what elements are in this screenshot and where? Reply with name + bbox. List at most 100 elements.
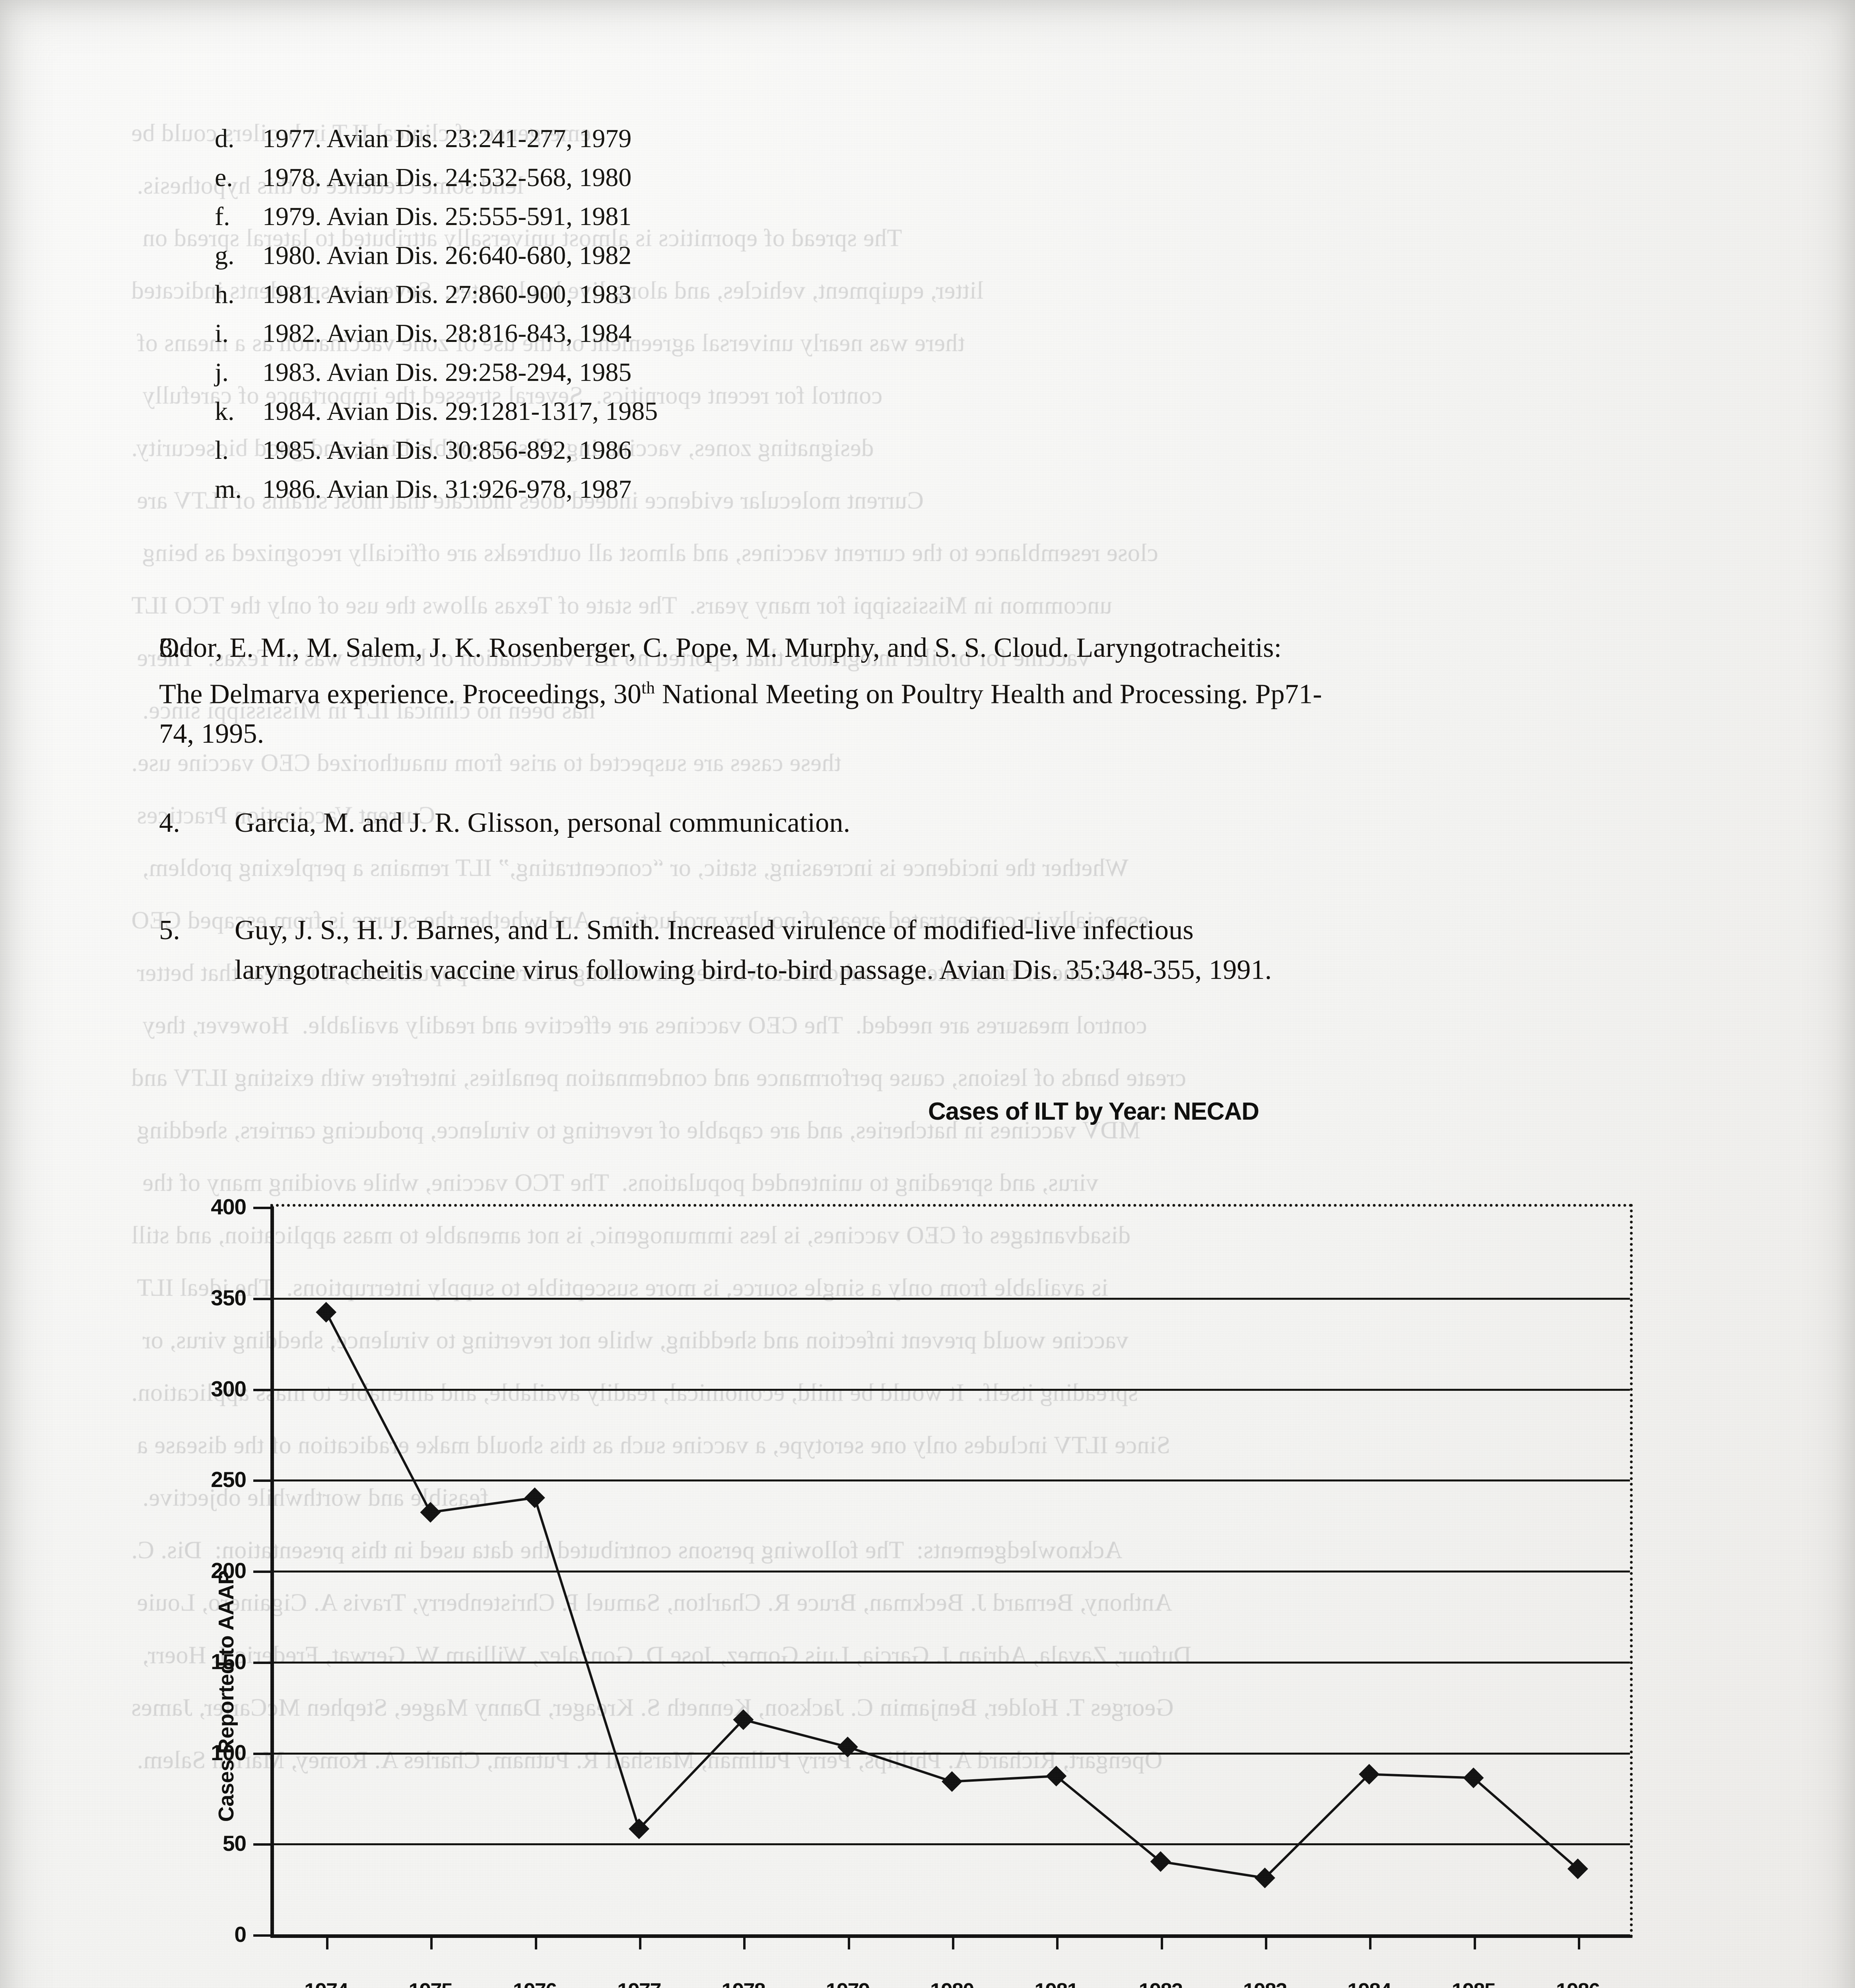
- list-text: 1986. Avian Dis. 31:926-978, 1987: [262, 475, 632, 504]
- list-marker: l.: [215, 436, 229, 465]
- x-axis-label: 1975: [409, 1979, 453, 1988]
- x-axis-label: 1978: [722, 1979, 766, 1988]
- x-axis-label: 1980: [930, 1979, 974, 1988]
- figure-1-chart: Cases of ILT by Year: NECAD Cases Report…: [171, 1097, 1642, 1988]
- data-point-marker: [316, 1302, 337, 1323]
- reference-line-2-pre: The Delmarva experience. Proceedings, 30: [159, 679, 642, 710]
- gridline: [274, 1479, 1630, 1482]
- x-axis-tick: [430, 1934, 433, 1949]
- y-axis-label: 50: [222, 1831, 247, 1856]
- x-axis-tick: [1265, 1934, 1267, 1949]
- x-axis-label: 1986: [1556, 1979, 1600, 1988]
- list-marker: h.: [215, 280, 235, 309]
- data-point-marker: [1567, 1858, 1588, 1879]
- x-axis-tick: [1473, 1934, 1476, 1949]
- list-text: 1984. Avian Dis. 29:1281-1317, 1985: [262, 397, 658, 426]
- reference-entry-3: 3. Odor, E. M., M. Salem, J. K. Rosenber…: [159, 628, 1734, 754]
- y-axis-tick: [253, 1207, 274, 1209]
- x-axis-tick: [1160, 1934, 1163, 1949]
- x-axis-label: 1981: [1034, 1979, 1078, 1988]
- y-axis-tick: [253, 1388, 274, 1391]
- list-marker: g.: [215, 241, 235, 270]
- y-axis-tick: [253, 1661, 274, 1664]
- list-item: m. 1986. Avian Dis. 31:926-978, 1987: [215, 470, 1010, 509]
- list-item: d. 1977. Avian Dis. 23:241-277, 1979: [215, 119, 1010, 158]
- reference-line-1: Odor, E. M., M. Salem, J. K. Rosenberger…: [159, 633, 1282, 663]
- x-axis-label: 1984: [1347, 1979, 1391, 1988]
- x-axis-label: 1985: [1452, 1979, 1496, 1988]
- y-axis-label: 250: [211, 1467, 247, 1492]
- y-axis-tick: [253, 1297, 274, 1300]
- x-axis-label: 1977: [617, 1979, 661, 1988]
- data-point-marker: [524, 1487, 545, 1508]
- data-point-marker: [837, 1736, 858, 1757]
- y-axis-label: 200: [211, 1558, 247, 1583]
- list-marker: e.: [215, 163, 233, 192]
- data-point-marker: [1463, 1767, 1484, 1788]
- list-text: 1978. Avian Dis. 24:532-568, 1980: [262, 163, 632, 192]
- list-text: 1983. Avian Dis. 29:258-294, 1985: [262, 358, 632, 387]
- gridline: [274, 1297, 1630, 1300]
- gridline: [274, 1661, 1630, 1664]
- data-point-marker: [942, 1771, 962, 1792]
- data-point-marker: [1359, 1764, 1380, 1785]
- list-marker: d.: [215, 124, 235, 153]
- list-text: 1982. Avian Dis. 28:816-843, 1984: [262, 319, 632, 348]
- reference-line-1: Guy, J. S., H. J. Barnes, and L. Smith. …: [235, 915, 1194, 945]
- list-item: e. 1978. Avian Dis. 24:532-568, 1980: [215, 158, 1010, 197]
- reference-number: 4.: [159, 808, 180, 838]
- y-axis-title: Cases Reported to AAAP: [214, 1571, 238, 1822]
- list-text: 1985. Avian Dis. 30:856-892, 1986: [262, 436, 632, 465]
- list-marker: k.: [215, 397, 235, 426]
- y-axis-label: 300: [211, 1376, 247, 1401]
- data-point-marker: [1254, 1868, 1275, 1889]
- y-axis-tick: [253, 1934, 274, 1937]
- reference-number: 5.: [159, 915, 180, 945]
- list-text: 1979. Avian Dis. 25:555-591, 1981: [262, 202, 632, 231]
- x-axis-label: 1979: [826, 1979, 870, 1988]
- reference-line-2-post: National Meeting on Poultry Health and P…: [655, 679, 1322, 710]
- data-series-line: [316, 1302, 1588, 1889]
- reference-sublist: d. 1977. Avian Dis. 23:241-277, 1979 e. …: [215, 119, 1010, 509]
- x-axis-tick: [639, 1934, 642, 1949]
- x-axis-label: 1974: [304, 1979, 348, 1988]
- gridline: [274, 1571, 1630, 1573]
- gridline: [274, 1752, 1630, 1755]
- y-axis-tick: [253, 1752, 274, 1755]
- list-item: g. 1980. Avian Dis. 26:640-680, 1982: [215, 236, 1010, 275]
- list-item: f. 1979. Avian Dis. 25:555-591, 1981: [215, 197, 1010, 236]
- y-axis-label: 400: [211, 1194, 247, 1219]
- data-point-marker: [1150, 1851, 1171, 1872]
- y-axis-label: 350: [211, 1285, 247, 1310]
- data-point-marker: [733, 1709, 754, 1730]
- reference-entry-4: 4. Garcia, M. and J. R. Glisson, persona…: [159, 803, 1734, 843]
- list-item: j. 1983. Avian Dis. 29:258-294, 1985: [215, 353, 1010, 392]
- gridline: [274, 1843, 1630, 1846]
- y-axis-label: 100: [211, 1740, 247, 1765]
- list-marker: i.: [215, 319, 229, 348]
- x-axis-tick: [847, 1934, 850, 1949]
- list-marker: j.: [215, 358, 229, 387]
- list-marker: f.: [215, 202, 230, 231]
- x-axis-tick: [1577, 1934, 1580, 1949]
- reference-line-2: laryngotracheitis vaccine virus followin…: [235, 955, 1272, 985]
- list-marker: m.: [215, 475, 242, 504]
- x-axis-label: 1976: [513, 1979, 557, 1988]
- plot-area: Cases Reported to AAAP 0 50 100 150 200 250 30…: [211, 1194, 1633, 1988]
- x-axis-tick: [326, 1934, 329, 1949]
- list-text: 1977. Avian Dis. 23:241-277, 1979: [262, 124, 632, 153]
- chart-title: Cases of ILT by Year: NECAD: [928, 1098, 1259, 1125]
- y-axis-label: 150: [211, 1649, 247, 1674]
- series-line: [326, 1312, 1578, 1878]
- x-axis-label: 1983: [1243, 1979, 1287, 1988]
- x-axis-tick: [952, 1934, 954, 1949]
- list-item: h. 1981. Avian Dis. 27:860-900, 1983: [215, 275, 1010, 314]
- x-axis-tick: [1056, 1934, 1059, 1949]
- reference-line-1: Garcia, M. and J. R. Glisson, personal c…: [235, 808, 851, 838]
- list-text: 1980. Avian Dis. 26:640-680, 1982: [262, 241, 632, 270]
- data-point-marker: [629, 1818, 650, 1839]
- list-text: 1981. Avian Dis. 27:860-900, 1983: [262, 280, 632, 309]
- data-point-marker: [1046, 1765, 1067, 1786]
